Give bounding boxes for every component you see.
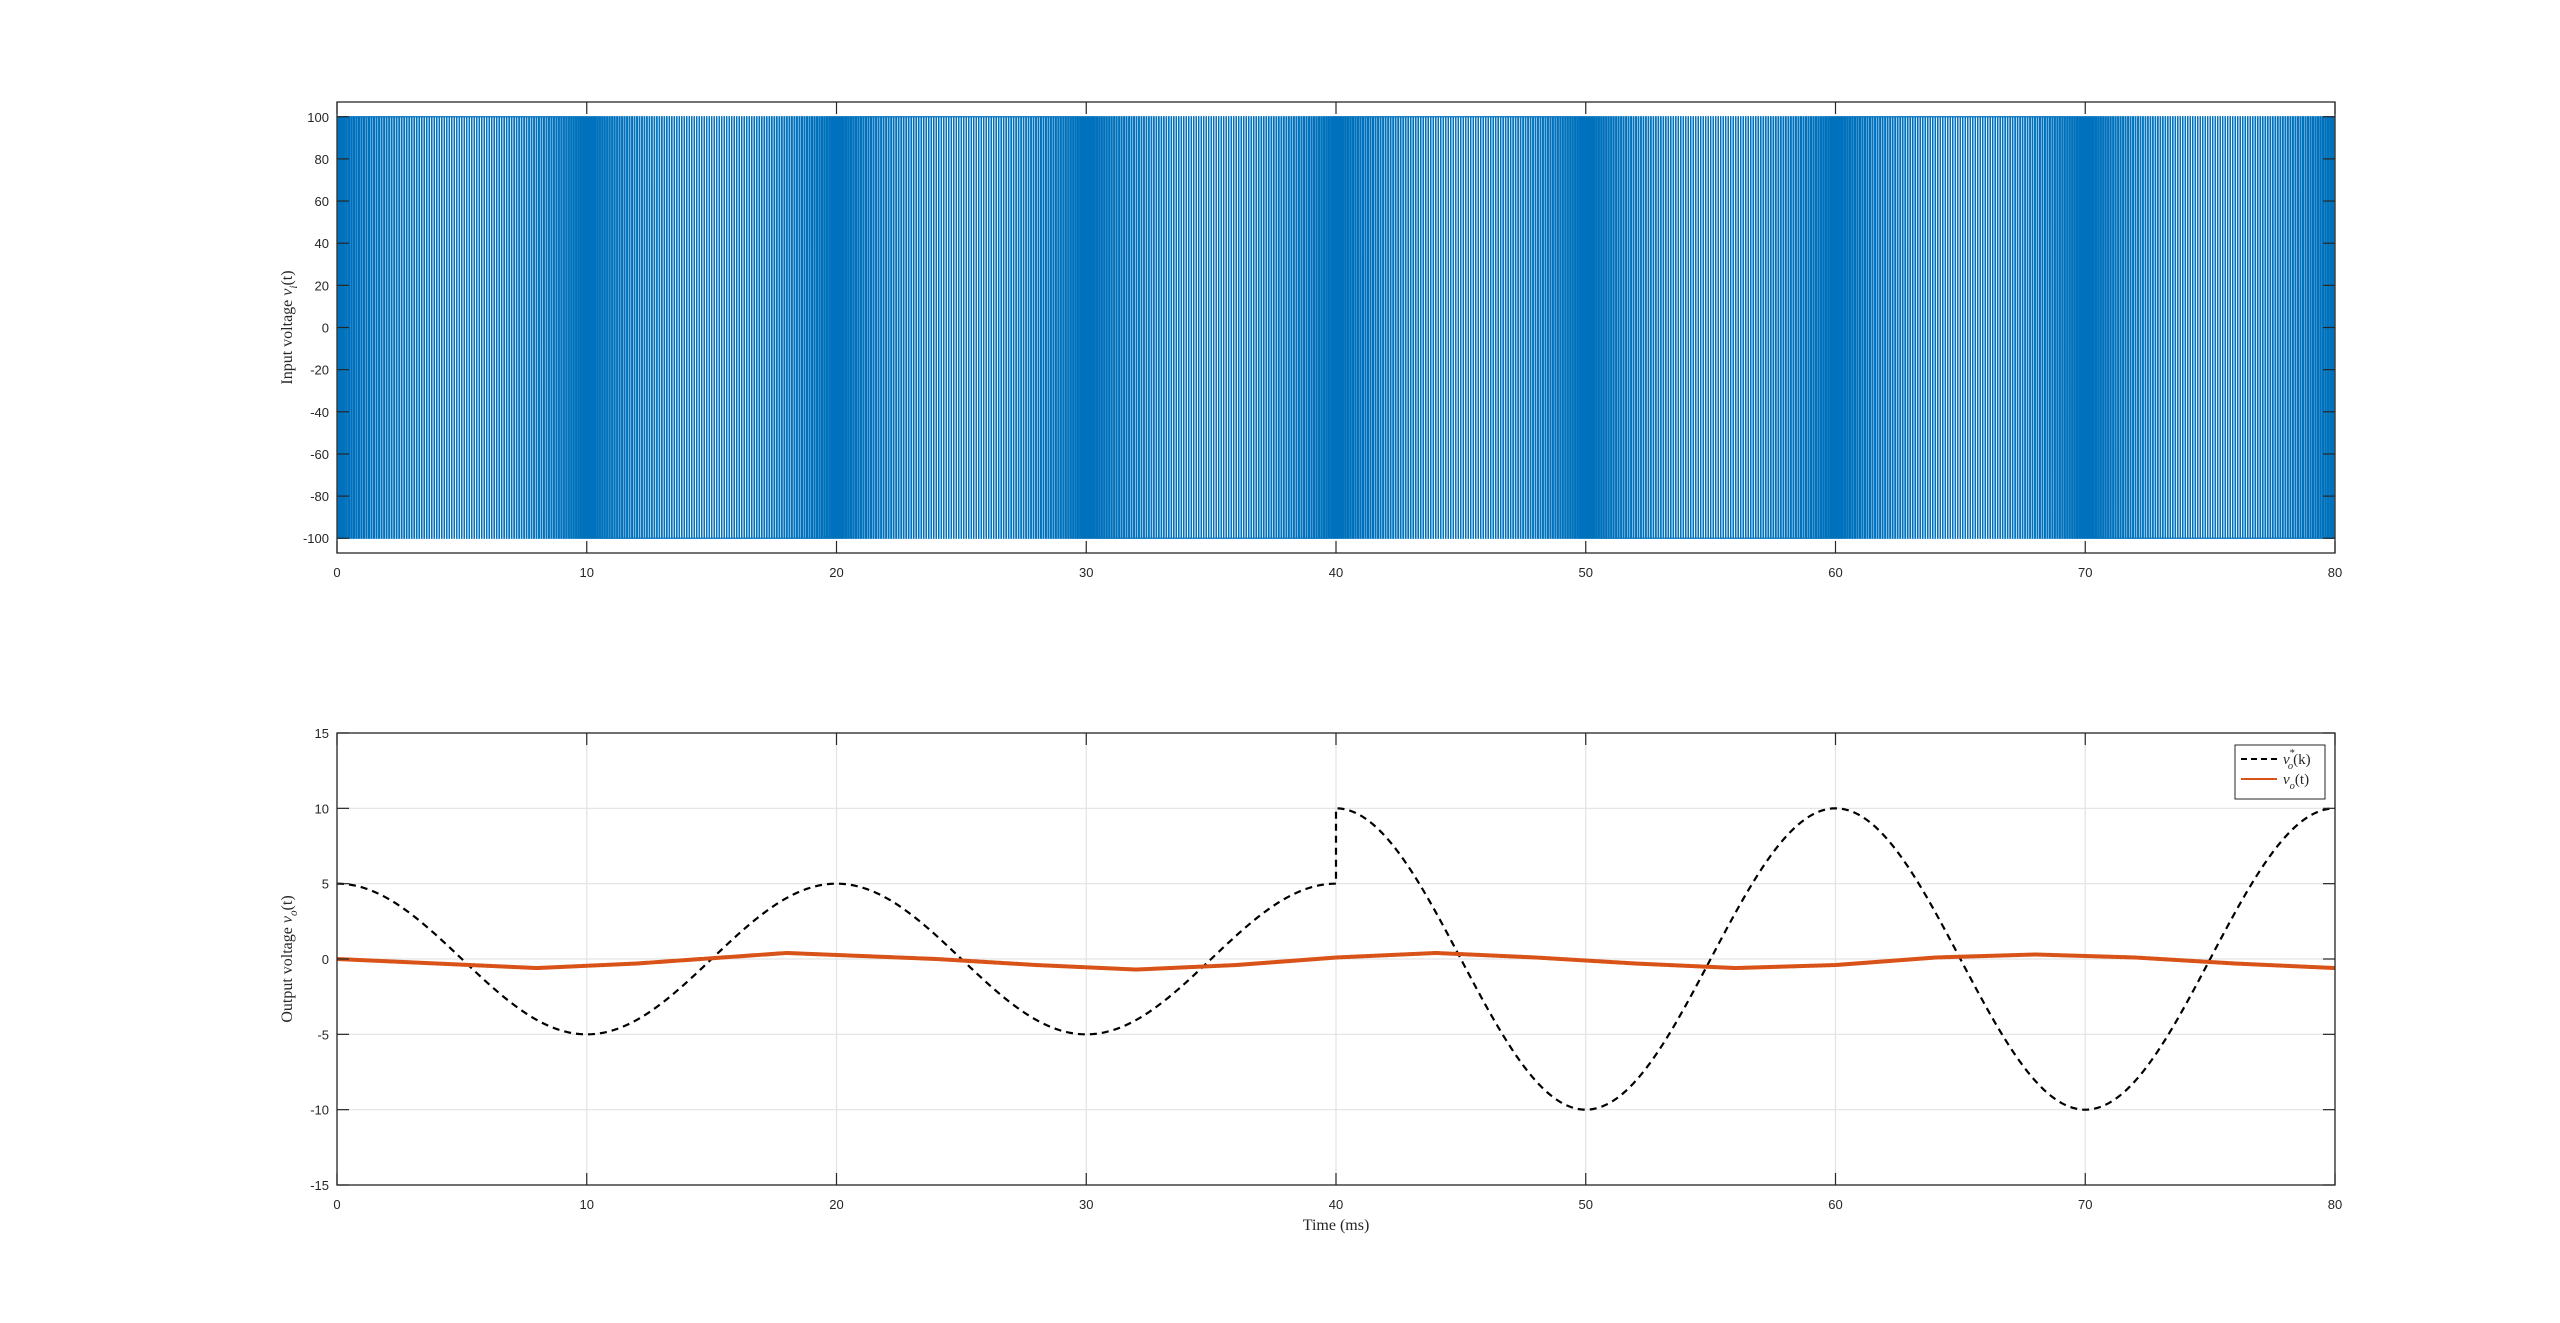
legend: v* o(k)vo(t) <box>2234 744 2326 800</box>
y-axis-label: Input voltage vi(t) <box>279 270 300 384</box>
x-tick-label: 30 <box>1079 1197 1093 1212</box>
x-tick-label: 50 <box>1579 1197 1593 1212</box>
y-tick-label: 60 <box>315 194 329 209</box>
x-tick-label: 10 <box>580 565 594 580</box>
x-tick-label: 0 <box>333 565 340 580</box>
x-tick-label: 20 <box>829 1197 843 1212</box>
output-voltage-axes: 0 10 20 30 40 50 60 70 80 -15 -10 -5 0 5 10 15 Output vo… <box>279 726 2342 1234</box>
x-tick-label: 80 <box>2328 1197 2342 1212</box>
input-voltage-axes: 0 10 20 30 40 50 60 70 80 -100 -80 -60 -40 -20 0 20 40 60… <box>279 101 2342 580</box>
x-tick-label: 40 <box>1329 1197 1343 1212</box>
x-tick-label: 0 <box>333 1197 340 1212</box>
y-axis-label: Output voltage vo(t) <box>279 895 300 1022</box>
output-series <box>337 950 2335 972</box>
legend-label: v* o(k) <box>2283 748 2311 772</box>
x-tick-label: 50 <box>1579 565 1593 580</box>
series-group <box>337 807 2335 1111</box>
y-tick-label: 20 <box>315 278 329 293</box>
x-tick-label: 20 <box>829 565 843 580</box>
y-tick-label: 10 <box>315 801 329 816</box>
y-tick-label: 100 <box>307 110 329 125</box>
y-tick-label: 15 <box>315 726 329 741</box>
x-tick-label: 30 <box>1079 565 1093 580</box>
y-tick-label: -15 <box>310 1178 329 1193</box>
y-tick-label: 0 <box>322 952 329 967</box>
x-tick-label: 60 <box>1828 565 1842 580</box>
x-tick-label: 10 <box>580 1197 594 1212</box>
series-group <box>337 116 2335 539</box>
x-tick-label: 40 <box>1329 565 1343 580</box>
reference-series <box>337 807 2335 1111</box>
y-tick-label: -80 <box>310 489 329 504</box>
y-tick-label: -40 <box>310 405 329 420</box>
y-tick-label: -60 <box>310 447 329 462</box>
input-pwm-series <box>337 116 2335 539</box>
y-tick-label: -5 <box>317 1027 329 1042</box>
y-tick-label: 5 <box>322 877 329 892</box>
y-tick-label: 40 <box>315 236 329 251</box>
x-tick-label: 80 <box>2328 565 2342 580</box>
x-tick-label: 70 <box>2078 565 2092 580</box>
y-tick-label: 80 <box>315 152 329 167</box>
x-axis-label: Time (ms) <box>1303 1217 1370 1234</box>
y-tick-label: -10 <box>310 1103 329 1118</box>
legend-label: vo(t) <box>2283 772 2309 792</box>
y-tick-label: 0 <box>322 321 329 336</box>
y-tick-label: -20 <box>310 363 329 378</box>
y-tick-label: -100 <box>303 531 329 546</box>
x-tick-label: 70 <box>2078 1197 2092 1212</box>
x-tick-label: 60 <box>1828 1197 1842 1212</box>
legend-box <box>2234 744 2326 800</box>
